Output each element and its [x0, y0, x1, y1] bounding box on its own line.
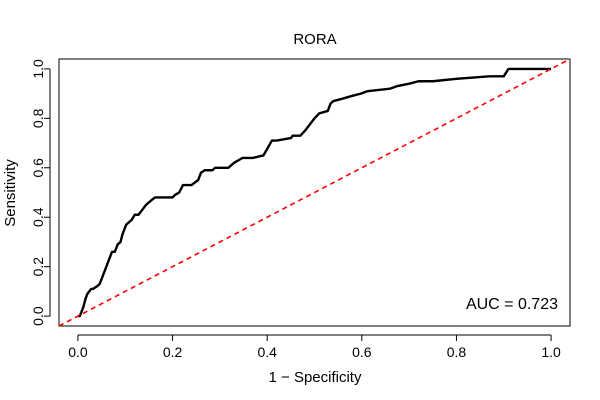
plot-frame: [58, 58, 571, 327]
y-tick-label: 0.8: [30, 108, 46, 128]
x-axis-label: 1 − Specificity: [269, 369, 362, 386]
y-tick-label: 0.0: [30, 306, 46, 326]
x-tick-label: 0.4: [257, 344, 277, 360]
x-tick-label: 1.0: [541, 344, 561, 360]
y-axis-label: Sensitivity: [2, 159, 19, 227]
y-tick-label: 0.4: [30, 207, 46, 227]
y-tick-label: 0.6: [30, 158, 46, 178]
auc-annotation: AUC = 0.723: [466, 296, 558, 313]
x-tick-label: 0.0: [68, 344, 88, 360]
reference-diagonal-line: [58, 58, 571, 327]
y-tick-label: 1.0: [30, 59, 46, 79]
y-tick-label: 0.2: [30, 257, 46, 277]
chart-title: RORA: [293, 31, 336, 48]
y-axis: 0.0 0.2 0.4 0.6 0.8 1.0: [30, 59, 51, 326]
plot-area: [58, 58, 571, 327]
x-tick-label: 0.6: [352, 344, 372, 360]
roc-curve-line: [77, 67, 552, 318]
x-tick-label: 0.8: [447, 344, 467, 360]
x-tick-label: 0.2: [163, 344, 183, 360]
x-axis: 0.0 0.2 0.4 0.6 0.8 1.0: [68, 334, 561, 360]
